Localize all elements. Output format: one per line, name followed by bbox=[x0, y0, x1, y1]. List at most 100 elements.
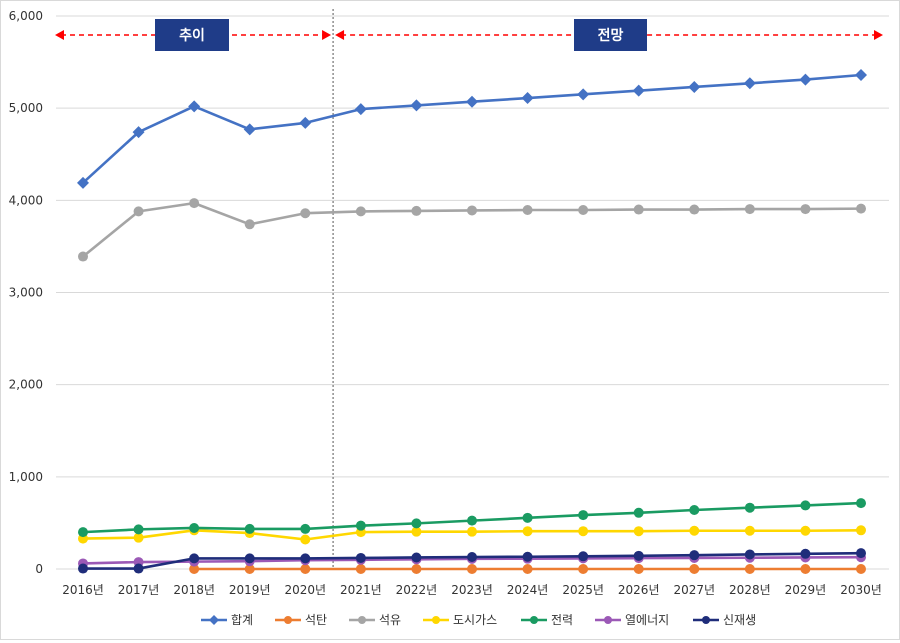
legend-swatch-marker bbox=[209, 615, 219, 625]
data-point bbox=[522, 512, 533, 523]
data-point bbox=[633, 507, 644, 518]
legend-label: 열에너지 bbox=[625, 613, 669, 627]
y-tick-label: 3,000 bbox=[9, 286, 43, 300]
legend-label: 전력 bbox=[551, 613, 573, 627]
data-point bbox=[355, 206, 366, 217]
data-point bbox=[133, 524, 144, 535]
data-point bbox=[300, 564, 311, 574]
data-point bbox=[299, 116, 312, 129]
legend-item: 전력 bbox=[521, 613, 573, 627]
data-point bbox=[800, 525, 811, 536]
data-point bbox=[133, 563, 144, 574]
data-point bbox=[411, 564, 422, 574]
data-point bbox=[744, 549, 755, 560]
trend-banner bbox=[155, 19, 229, 51]
data-point bbox=[78, 527, 88, 538]
data-point bbox=[354, 103, 367, 116]
data-point bbox=[743, 77, 756, 90]
data-point bbox=[78, 251, 88, 262]
x-tick-label: 2017년 bbox=[118, 583, 160, 597]
data-point bbox=[189, 553, 200, 564]
legend-label: 신재생 bbox=[723, 613, 756, 627]
legend-label: 도시가스 bbox=[453, 613, 497, 627]
data-point bbox=[578, 551, 589, 562]
legend-item: 석탄 bbox=[275, 613, 327, 627]
legend-swatch-marker bbox=[530, 616, 538, 624]
data-point bbox=[856, 525, 866, 536]
data-point bbox=[300, 534, 311, 545]
data-point bbox=[467, 515, 477, 526]
y-tick-label: 1,000 bbox=[9, 470, 43, 484]
legend: 합계 석탄 석유 도시가스 전력 열에너지 신재생 bbox=[201, 613, 756, 627]
y-tick-label: 0 bbox=[35, 562, 43, 576]
y-tick-label: 4,000 bbox=[9, 193, 43, 207]
data-point bbox=[633, 564, 644, 574]
data-point bbox=[856, 564, 866, 574]
x-tick-label: 2020년 bbox=[284, 583, 326, 597]
data-point bbox=[633, 550, 644, 561]
data-point bbox=[466, 95, 478, 108]
data-point bbox=[856, 548, 866, 559]
y-tick-label: 5,000 bbox=[9, 101, 43, 115]
data-point bbox=[355, 564, 366, 574]
data-point bbox=[467, 552, 477, 563]
period-annotations: 추이 전망 bbox=[55, 9, 883, 569]
x-tick-label: 2019년 bbox=[229, 583, 271, 597]
data-point bbox=[522, 205, 533, 216]
data-point bbox=[410, 99, 423, 112]
x-tick-label: 2030년 bbox=[840, 583, 882, 597]
data-point bbox=[78, 563, 88, 574]
data-point bbox=[467, 205, 477, 216]
x-axis: 2016년 2017년 2018년 2019년 2020년 2021년 2022년 2023년… bbox=[62, 583, 882, 597]
data-point bbox=[411, 205, 422, 216]
data-point bbox=[244, 219, 255, 230]
series-3 bbox=[78, 525, 866, 545]
data-point bbox=[411, 518, 422, 529]
data-point bbox=[800, 564, 811, 574]
data-point bbox=[189, 564, 200, 574]
data-point bbox=[300, 523, 311, 534]
data-point bbox=[799, 73, 812, 86]
data-point bbox=[855, 68, 867, 81]
forecast-banner-label: 전망 bbox=[598, 27, 624, 44]
y-axis: 0 1,000 2,000 3,000 4,000 5,000 6,000 bbox=[9, 9, 43, 576]
data-point bbox=[300, 553, 311, 564]
legend-swatch-marker bbox=[702, 616, 710, 624]
legend-label: 석탄 bbox=[305, 613, 327, 627]
x-tick-label: 2024년 bbox=[507, 583, 549, 597]
data-point bbox=[133, 532, 144, 543]
x-tick-label: 2028년 bbox=[729, 583, 771, 597]
legend-item: 열에너지 bbox=[595, 613, 669, 627]
data-point bbox=[689, 204, 700, 215]
series-2 bbox=[78, 198, 866, 262]
data-point bbox=[689, 505, 700, 516]
data-point bbox=[189, 198, 200, 209]
x-tick-label: 2018년 bbox=[173, 583, 215, 597]
data-point bbox=[744, 525, 755, 536]
series-4 bbox=[78, 498, 866, 538]
data-point bbox=[467, 564, 477, 574]
series-lines bbox=[77, 68, 867, 574]
legend-item: 신재생 bbox=[693, 613, 756, 627]
data-point bbox=[578, 526, 589, 537]
x-tick-label: 2016년 bbox=[62, 583, 104, 597]
data-point bbox=[77, 176, 89, 189]
x-tick-label: 2025년 bbox=[562, 583, 604, 597]
x-tick-label: 2022년 bbox=[396, 583, 438, 597]
data-point bbox=[244, 523, 255, 534]
data-point bbox=[244, 553, 255, 564]
legend-label: 합계 bbox=[231, 613, 253, 627]
data-point bbox=[744, 564, 755, 574]
data-point bbox=[189, 522, 200, 533]
arrowheads bbox=[55, 30, 883, 40]
data-point bbox=[689, 564, 700, 574]
data-point bbox=[800, 500, 811, 511]
arrowhead bbox=[874, 30, 883, 40]
data-point bbox=[188, 100, 201, 113]
data-point bbox=[633, 526, 644, 537]
x-tick-label: 2027년 bbox=[673, 583, 715, 597]
data-point bbox=[856, 203, 866, 214]
data-point bbox=[688, 80, 701, 93]
